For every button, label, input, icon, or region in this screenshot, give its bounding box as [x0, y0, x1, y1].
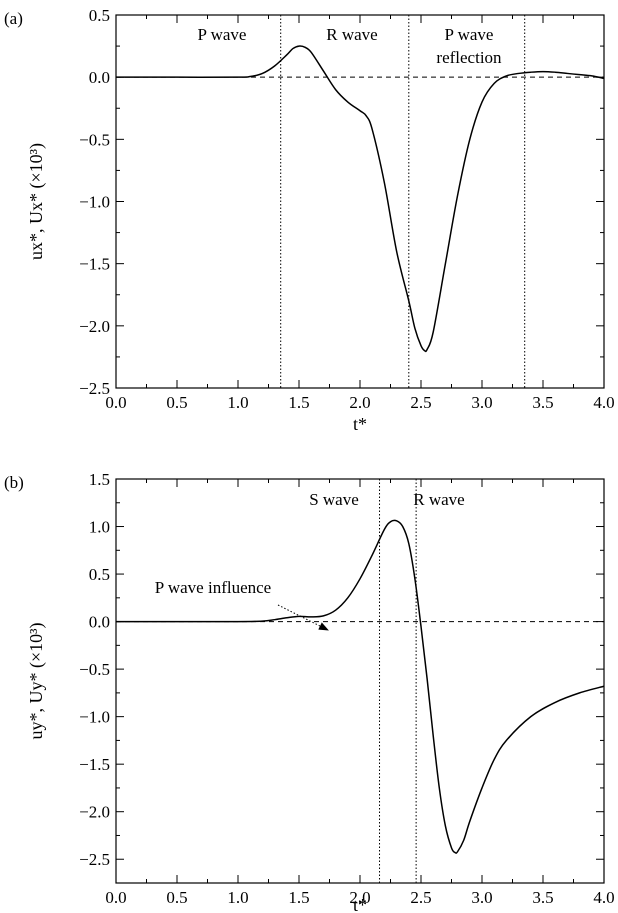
x-tick-label: 1.0: [227, 393, 248, 412]
series-line: [115, 45, 605, 353]
x-tick-label: 3.0: [471, 393, 492, 412]
y-tick-label: 0.5: [89, 6, 110, 25]
x-axis-label: t*: [353, 895, 367, 913]
y-tick-label: −1.0: [79, 193, 110, 212]
y-tick-label: −1.5: [79, 755, 110, 774]
x-tick-label: 0.0: [105, 393, 126, 412]
x-tick-label: 4.0: [593, 393, 614, 412]
y-tick-label: −2.5: [79, 850, 110, 869]
y-tick-label: 0.0: [89, 68, 110, 87]
x-tick-label: 2.0: [349, 393, 370, 412]
y-tick-label: −2.5: [79, 379, 110, 398]
wave-annotation: P wave: [198, 25, 247, 44]
x-tick-label: 2.0: [349, 888, 370, 907]
y-tick-label: −0.5: [79, 660, 110, 679]
y-tick-label: −2.0: [79, 803, 110, 822]
y-tick-label: 0.0: [89, 613, 110, 632]
x-tick-label: 0.5: [166, 393, 187, 412]
plot-frame: [115, 14, 605, 389]
x-tick-label: 3.5: [532, 393, 553, 412]
y-tick-label: −2.0: [79, 317, 110, 336]
annotation-arrow: [277, 604, 329, 631]
x-axis-label: t*: [353, 414, 367, 434]
y-tick-label: −1.0: [79, 708, 110, 727]
x-tick-label: 0.0: [105, 888, 126, 907]
y-tick-label: 1.5: [89, 470, 110, 489]
y-tick-label: 0.5: [89, 565, 110, 584]
panel-label: (b): [4, 473, 24, 492]
y-tick-label: −1.5: [79, 255, 110, 274]
x-tick-label: 3.0: [471, 888, 492, 907]
series-line: [116, 519, 605, 854]
y-tick-label: −0.5: [79, 130, 110, 149]
x-tick-label: 0.5: [166, 888, 187, 907]
x-tick-label: 2.5: [410, 393, 431, 412]
y-tick-label: 1.0: [89, 518, 110, 537]
wave-annotation: R wave: [326, 25, 377, 44]
y-axis-label: ux*, Ux* (×10³): [26, 143, 47, 260]
x-tick-label: 4.0: [593, 888, 614, 907]
wave-annotation: P wave: [445, 25, 494, 44]
x-tick-label: 2.5: [410, 888, 431, 907]
x-tick-label: 1.5: [288, 393, 309, 412]
x-tick-label: 1.5: [288, 888, 309, 907]
x-tick-label: 1.0: [227, 888, 248, 907]
x-tick-label: 3.5: [532, 888, 553, 907]
wave-annotation: S wave: [309, 490, 359, 509]
wave-annotation: R wave: [413, 490, 464, 509]
y-axis-label: uy*, Uy* (×10³): [26, 622, 47, 739]
plot-frame: [115, 478, 605, 884]
wave-annotation: reflection: [436, 48, 502, 67]
wave-annotation: P wave influence: [155, 578, 271, 597]
panel-label: (a): [4, 9, 23, 28]
